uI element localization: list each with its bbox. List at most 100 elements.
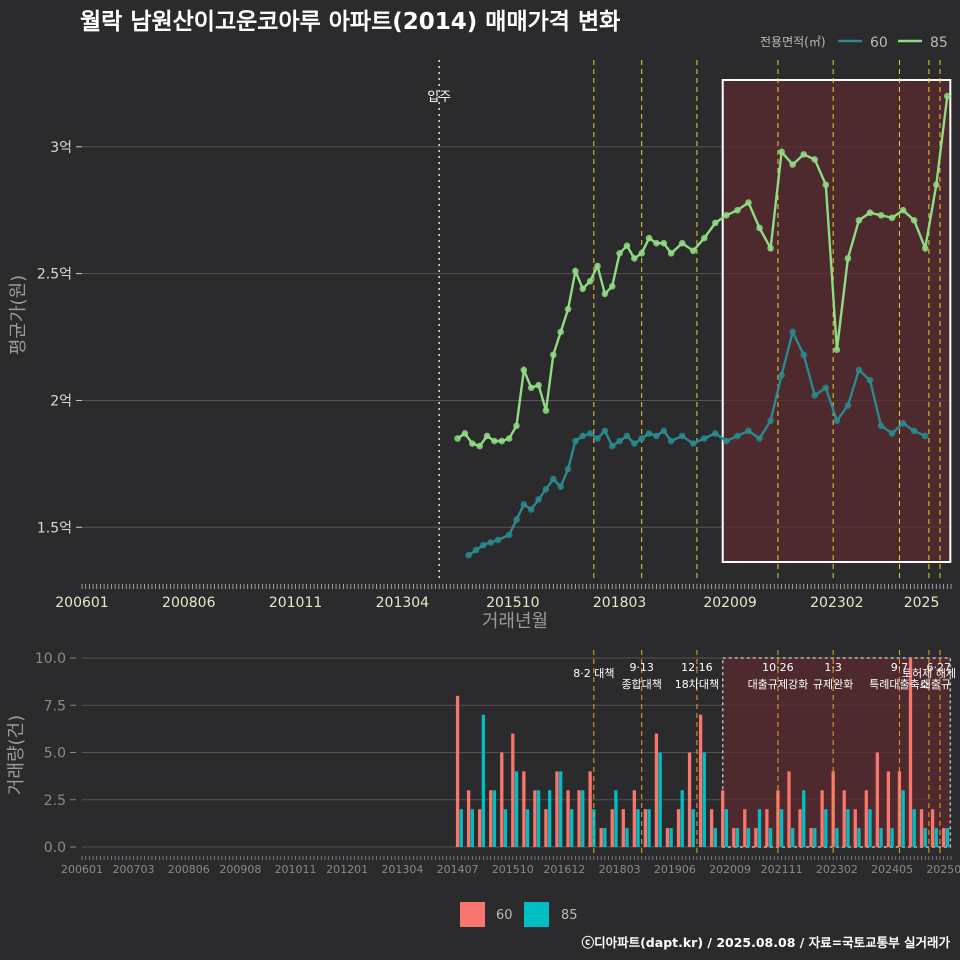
price-y-axis: 1.5억 2억 2.5억 3억: [37, 140, 82, 536]
volume-bar-85: [735, 828, 740, 847]
x-tick-label: 200601: [61, 863, 103, 876]
x-tick-label: 200601: [55, 595, 108, 611]
policy-label: 9·7: [891, 661, 909, 674]
x-tick-label: 201407: [437, 863, 479, 876]
x-tick-label: 201011: [275, 863, 317, 876]
volume-bar-85: [492, 790, 497, 847]
x-tick-label: 200703: [113, 863, 155, 876]
x-tick-label: 202405: [871, 863, 913, 876]
volume-bar-60: [511, 733, 515, 847]
volume-bar-60: [577, 790, 581, 847]
y-tick-label: 3억: [50, 140, 72, 156]
volume-bar-60: [665, 828, 670, 847]
volume-bars: [455, 658, 949, 847]
volume-bar-85: [757, 809, 762, 847]
policy-label: 1·3: [824, 661, 842, 674]
price-x-axis-title: 거래년월: [482, 611, 548, 632]
volume-bar-85: [702, 752, 706, 847]
volume-bar-60: [478, 809, 482, 847]
volume-bar-85: [779, 809, 784, 847]
volume-bar-60: [489, 790, 493, 847]
x-tick-label: 202009: [709, 863, 751, 876]
volume-bar-85: [614, 790, 618, 847]
price-legend: 전용면적(㎡) 60 85: [760, 35, 948, 51]
volume-bar-85: [768, 828, 773, 847]
volume-bar-85: [890, 828, 894, 847]
volume-bar-85: [581, 790, 585, 847]
volume-bar-85: [636, 809, 640, 847]
policy-label: 대출규제강화: [748, 678, 809, 691]
volume-bar-60: [544, 809, 548, 847]
volume-bar-85: [481, 714, 486, 847]
volume-bar-60: [897, 771, 902, 847]
volume-policy-lines: 8·2 대책 9·13 종합대책 12·16 18차대책 10·26 대출규제강화 1·3 규제…: [573, 650, 956, 856]
volume-bar-85: [923, 828, 927, 847]
volume-bar-60: [533, 790, 537, 847]
x-tick-label: 202508: [926, 863, 960, 876]
policy-label: 6·27: [927, 661, 952, 674]
x-tick-label: 202111: [761, 863, 803, 876]
y-tick-label: 2억: [50, 393, 72, 409]
volume-bar-85: [901, 790, 905, 847]
policy-label: 12·16: [681, 661, 713, 674]
x-tick-label: 202009: [703, 595, 756, 611]
volume-bar-60: [687, 752, 692, 847]
volume-bar-85: [724, 809, 729, 847]
volume-bar-85: [879, 828, 883, 847]
volume-bar-60: [919, 809, 924, 847]
x-tick-label: 202302: [810, 595, 863, 611]
volume-bar-60: [831, 771, 835, 847]
x-tick-label: 201510: [492, 863, 534, 876]
price-x-axis: 200601 200806 201011 201304 201510 201803 2020…: [55, 584, 952, 611]
volume-bar-85: [536, 790, 541, 847]
volume-bar-60: [853, 809, 857, 847]
policy-label: 9·13: [629, 661, 654, 674]
volume-bar-85: [680, 790, 684, 847]
y-tick-label: 10.0: [35, 651, 66, 667]
volume-bar-60: [676, 809, 681, 847]
volume-bar-60: [709, 809, 714, 847]
volume-y-axis-title: 거래량(건): [6, 715, 27, 795]
y-tick-label: 5.0: [44, 746, 66, 762]
volume-bar-85: [835, 828, 839, 847]
volume-bar-60: [743, 809, 747, 847]
volume-bar-85: [945, 828, 949, 847]
legend-label-60: 60: [870, 35, 888, 51]
volume-bar-60: [765, 809, 769, 847]
y-tick-label: 2.5: [44, 793, 66, 809]
volume-bar-60: [555, 771, 559, 847]
policy-label: 18차대책: [675, 678, 719, 691]
x-tick-label: 201612: [543, 863, 585, 876]
legend-swatch-60-volume: [460, 902, 485, 927]
x-tick-label: 201803: [593, 595, 646, 611]
policy-label: 종합대책: [621, 678, 661, 691]
policy-label: 토허제 해제: [902, 666, 956, 680]
volume-bar-60: [599, 828, 603, 847]
x-tick-label: 200908: [219, 863, 261, 876]
volume-bar-60: [908, 658, 913, 847]
policy-label: 10·26: [762, 661, 794, 674]
volume-bar-85: [603, 828, 607, 847]
volume-bar-60: [820, 790, 824, 847]
volume-bar-85: [503, 809, 508, 847]
x-tick-label: 201011: [269, 595, 322, 611]
price-highlight-region: [721, 79, 952, 563]
volume-bar-85: [824, 809, 828, 847]
x-tick-label: 201304: [376, 595, 430, 611]
x-tick-label: 200806: [168, 863, 210, 876]
volume-bar-60: [500, 752, 504, 847]
volume-bar-60: [466, 790, 471, 847]
x-tick-label: 201304: [381, 863, 423, 876]
volume-bar-85: [470, 809, 474, 847]
volume-bar-85: [547, 790, 552, 847]
price-y-axis-title: 평균가(원): [8, 275, 29, 355]
x-tick-label: 201906: [654, 863, 696, 876]
y-tick-label: 7.5: [44, 698, 66, 714]
volume-bar-85: [459, 809, 463, 847]
legend-label-85: 85: [930, 35, 948, 51]
y-tick-label: 0.0: [44, 840, 66, 856]
y-tick-label: 1.5억: [37, 520, 72, 536]
volume-bar-85: [802, 790, 806, 847]
volume-bar-60: [621, 809, 625, 847]
volume-bar-60: [875, 752, 880, 847]
